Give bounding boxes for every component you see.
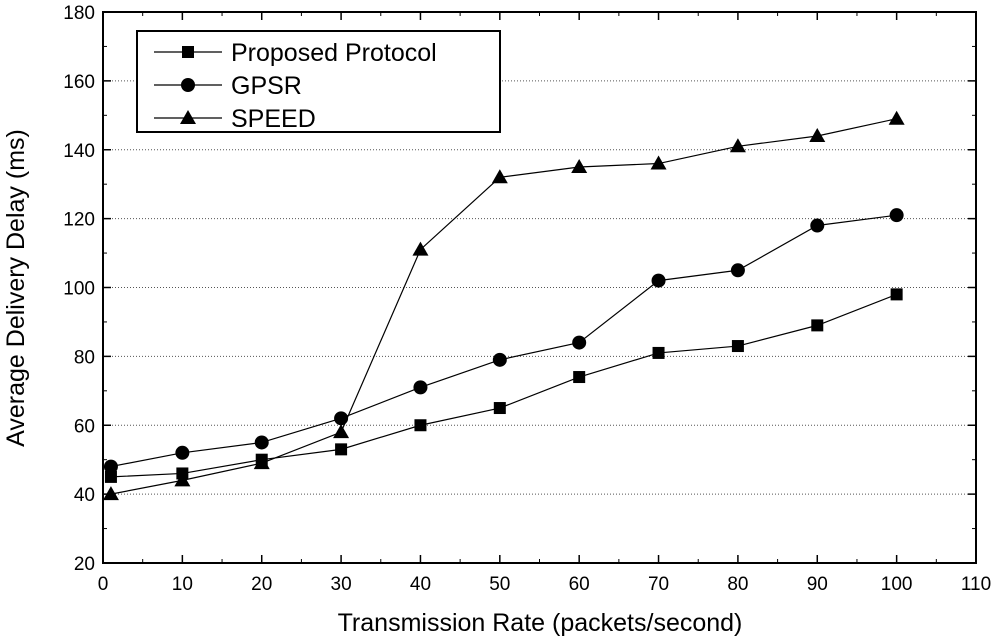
y-axis-title: Average Delivery Delay (ms): [2, 129, 30, 447]
y-tick-label: 160: [63, 72, 95, 93]
data-point-gpsr: [103, 459, 118, 474]
legend-marker-triangle: [180, 110, 196, 124]
legend-label: Proposed Protocol: [231, 39, 437, 67]
x-tick-label: 80: [727, 574, 748, 595]
y-tick-label: 140: [63, 141, 95, 162]
data-point-speed: [333, 424, 350, 439]
data-point-proposed-protocol: [652, 346, 665, 359]
series-line-gpsr: [110, 214, 897, 468]
series-line-speed: [110, 118, 897, 495]
x-tick-label: 10: [172, 574, 193, 595]
series-gpsr: [103, 208, 904, 474]
data-point-speed: [888, 110, 905, 125]
y-tick-label: 20: [74, 554, 95, 575]
y-tick-label: 120: [63, 210, 95, 231]
x-tick-label: 90: [807, 574, 828, 595]
data-point-gpsr: [730, 263, 745, 278]
data-point-gpsr: [413, 380, 428, 395]
x-tick-label: 30: [331, 574, 352, 595]
legend-label: SPEED: [231, 105, 316, 133]
data-point-gpsr: [572, 335, 587, 350]
legend-item-speed: SPEED: [154, 105, 316, 133]
data-point-speed: [412, 241, 429, 256]
data-point-gpsr: [889, 208, 904, 223]
data-point-gpsr: [175, 445, 190, 460]
data-point-gpsr: [254, 435, 269, 450]
series-speed: [102, 110, 905, 501]
data-point-proposed-protocol: [811, 319, 824, 332]
legend-label: GPSR: [231, 72, 302, 100]
data-point-proposed-protocol: [731, 340, 744, 353]
x-tick-label: 100: [881, 574, 913, 595]
x-axis-title: Transmission Rate (packets/second): [338, 609, 743, 637]
data-point-gpsr: [651, 273, 666, 288]
data-point-proposed-protocol: [890, 288, 903, 301]
x-tick-label: 50: [489, 574, 510, 595]
legend: Proposed Protocol GPSR SPEED: [136, 30, 501, 133]
x-tick-label: 110: [961, 574, 991, 595]
data-point-speed: [102, 486, 119, 501]
y-tick-label: 40: [74, 485, 95, 506]
y-tick-label: 60: [74, 416, 95, 437]
axis-ticks: 20 40 60 80 100 120 140 160 180 0 10 20 30 40 50 60 70 80…: [63, 3, 991, 595]
y-tick-label: 100: [63, 279, 95, 300]
series-proposed-protocol: [104, 288, 903, 483]
x-tick-label: 20: [251, 574, 272, 595]
x-tick-label: 40: [410, 574, 431, 595]
data-point-speed: [650, 155, 667, 170]
x-tick-label: 0: [98, 574, 109, 595]
data-point-speed: [571, 158, 588, 173]
data-point-proposed-protocol: [573, 371, 586, 384]
series-line-proposed-protocol: [110, 293, 897, 478]
legend-marker-circle: [181, 78, 195, 92]
legend-item-proposed-protocol: Proposed Protocol: [154, 39, 437, 67]
grid-lines: [103, 80, 976, 495]
data-point-speed: [253, 455, 270, 470]
legend-item-gpsr: GPSR: [154, 72, 302, 100]
data-point-proposed-protocol: [414, 419, 427, 432]
data-point-gpsr: [492, 352, 507, 367]
y-tick-label: 80: [74, 347, 95, 368]
data-point-gpsr: [334, 411, 349, 426]
data-point-speed: [491, 169, 508, 184]
x-tick-label: 70: [648, 574, 669, 595]
legend-marker-square: [182, 46, 194, 58]
data-point-proposed-protocol: [335, 443, 348, 456]
series-layer: [102, 110, 905, 501]
y-tick-label: 180: [63, 3, 95, 24]
data-point-speed: [809, 127, 826, 142]
data-point-speed: [729, 138, 746, 153]
data-point-gpsr: [810, 218, 825, 233]
data-point-speed: [174, 472, 191, 487]
x-tick-label: 60: [569, 574, 590, 595]
legend-box: [136, 30, 501, 133]
data-point-proposed-protocol: [104, 470, 117, 483]
data-point-proposed-protocol: [493, 402, 506, 415]
